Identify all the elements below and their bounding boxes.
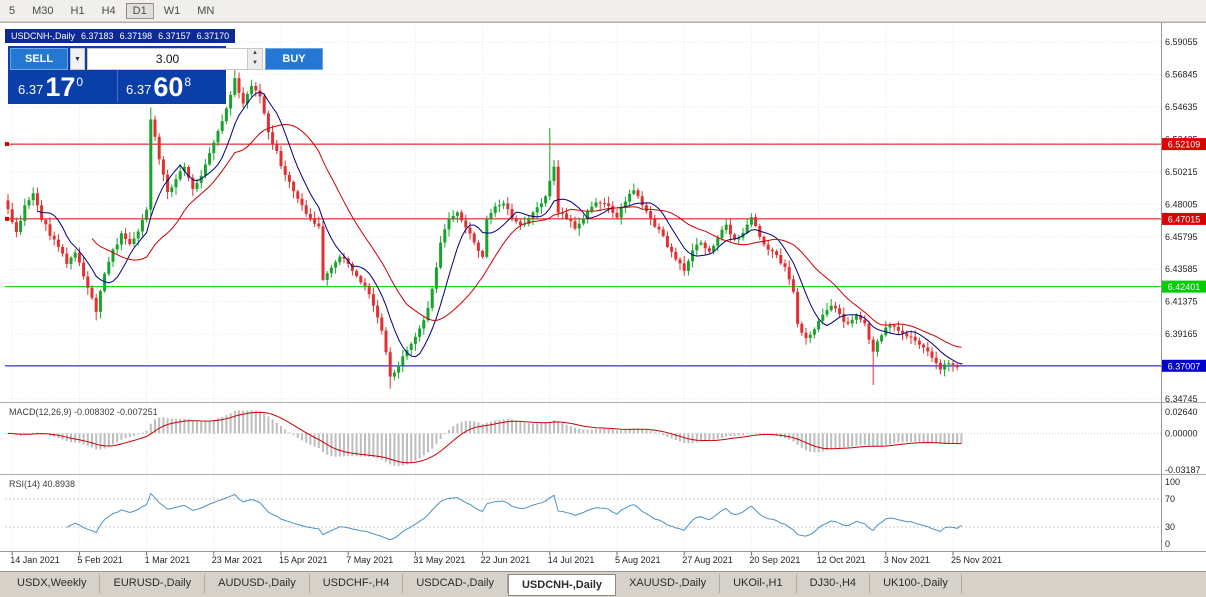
svg-text:6.54635: 6.54635 [1165, 102, 1198, 112]
chart-tab-uk100-daily[interactable]: UK100-,Daily [870, 574, 962, 593]
svg-text:14 Jan 2021: 14 Jan 2021 [10, 555, 60, 565]
svg-text:25 Nov 2021: 25 Nov 2021 [951, 555, 1002, 565]
svg-text:0.00000: 0.00000 [1165, 428, 1198, 438]
svg-text:70: 70 [1165, 494, 1175, 504]
ohlc-low: 6.37157 [158, 31, 191, 41]
svg-text:5 Feb 2021: 5 Feb 2021 [77, 555, 123, 565]
svg-text:6.48005: 6.48005 [1165, 199, 1198, 209]
chevron-down-icon: ▼ [74, 55, 81, 63]
sell-price[interactable]: 6.37 17 0 [10, 70, 117, 102]
svg-text:6.42401: 6.42401 [1168, 282, 1201, 292]
svg-text:15 Apr 2021: 15 Apr 2021 [279, 555, 328, 565]
chart-tab-dj30-h4[interactable]: DJ30-,H4 [797, 574, 871, 593]
svg-text:6.45795: 6.45795 [1165, 232, 1198, 242]
svg-text:14 Jul 2021: 14 Jul 2021 [548, 555, 595, 565]
volume-input[interactable] [88, 49, 247, 69]
date-axis: 14 Jan 2021 5 Feb 2021 1 Mar 2021 23 Mar 20… [10, 552, 1002, 565]
svg-text:0.02640: 0.02640 [1165, 407, 1198, 417]
svg-text:20 Sep 2021: 20 Sep 2021 [749, 555, 800, 565]
svg-text:1 Mar 2021: 1 Mar 2021 [145, 555, 191, 565]
timeframe-toolbar: 5 M30 H1 H4 D1 W1 MN [0, 0, 1206, 22]
chart-background [0, 22, 1206, 571]
svg-text:5 Aug 2021: 5 Aug 2021 [615, 555, 661, 565]
sell-price-pips: 17 [45, 72, 76, 102]
chart-tab-usdchf-h4[interactable]: USDCHF-,H4 [310, 574, 404, 593]
price-chart-canvas[interactable]: 6.590556.568456.546356.524256.502156.480… [0, 22, 1206, 571]
chart-tab-usdcad-daily[interactable]: USDCAD-,Daily [403, 574, 508, 593]
buy-price-pips: 60 [153, 72, 184, 102]
svg-text:3 Nov 2021: 3 Nov 2021 [884, 555, 930, 565]
svg-text:6.39165: 6.39165 [1165, 329, 1198, 339]
svg-text:6.59055: 6.59055 [1165, 37, 1198, 47]
svg-text:31 May 2021: 31 May 2021 [413, 555, 465, 565]
timeframe-button-m30[interactable]: M30 [25, 3, 60, 19]
timeframe-button-5[interactable]: 5 [2, 3, 22, 19]
svg-text:6.34745: 6.34745 [1165, 394, 1198, 404]
svg-text:27 Aug 2021: 27 Aug 2021 [682, 555, 733, 565]
svg-text:6.37007: 6.37007 [1168, 361, 1201, 371]
sell-price-point: 0 [76, 75, 84, 89]
ohlc-open: 6.37183 [81, 31, 114, 41]
timeframe-button-w1[interactable]: W1 [157, 3, 188, 19]
symbol-label: USDCNH-,Daily [11, 31, 76, 41]
ma-fast-line [37, 91, 962, 365]
svg-text:MACD(12,26,9) -0.008302 -0.007: MACD(12,26,9) -0.008302 -0.007251 [9, 407, 158, 417]
chart-tab-audusd-daily[interactable]: AUDUSD-,Daily [205, 574, 310, 593]
chart-tabs-bar: USDX,Weekly EURUSD-,Daily AUDUSD-,Daily USD… [0, 571, 1206, 597]
svg-text:RSI(14) 40.8938: RSI(14) 40.8938 [9, 479, 75, 489]
svg-text:23 Mar 2021: 23 Mar 2021 [212, 555, 263, 565]
macd-signal-line [7, 411, 962, 464]
svg-text:100: 100 [1165, 477, 1180, 487]
volume-stepper: ▲ ▼ [247, 49, 262, 69]
spin-up-icon[interactable]: ▲ [248, 49, 262, 59]
chart-tab-xauusd-daily[interactable]: XAUUSD-,Daily [616, 574, 721, 593]
price-line-tags: 6.52109 6.47015 6.42401 6.37007 [1162, 138, 1206, 372]
trade-prices-row: 6.37 17 0 6.37 60 8 [10, 70, 224, 102]
macd-panel: MACD(12,26,9) -0.008302 -0.007251 0.02640… [5, 407, 1201, 475]
chart-window: 6.590556.568456.546356.524256.502156.480… [0, 22, 1206, 571]
chart-symbol-ohlc-bar: USDCNH-,Daily 6.37183 6.37198 6.37157 6.… [5, 29, 236, 43]
rsi-panel: RSI(14) 40.8938 100 70 30 0 [5, 477, 1180, 549]
chart-tab-usdcnh-daily[interactable]: USDCNH-,Daily [507, 574, 617, 596]
grid [5, 26, 1161, 551]
chart-tab-ukoil-h1[interactable]: UKOil-,H1 [720, 574, 797, 593]
svg-text:6.43585: 6.43585 [1165, 264, 1198, 274]
svg-text:30: 30 [1165, 522, 1175, 532]
buy-price[interactable]: 6.37 60 8 [117, 70, 224, 102]
sell-button[interactable]: SELL [10, 48, 68, 70]
buy-button[interactable]: BUY [265, 48, 323, 70]
rsi-line [66, 492, 962, 541]
volume-dropdown-button[interactable]: ▼ [70, 48, 85, 70]
sell-price-major: 6.37 [18, 82, 44, 97]
ma-slow-line [91, 123, 962, 348]
timeframe-button-h1[interactable]: H1 [64, 3, 92, 19]
timeframe-button-mn[interactable]: MN [190, 3, 221, 19]
trade-controls-row: SELL ▼ ▲ ▼ BUY [10, 48, 323, 70]
svg-text:6.52109: 6.52109 [1168, 140, 1201, 150]
svg-text:0: 0 [1165, 539, 1170, 549]
buy-price-major: 6.37 [126, 82, 152, 97]
svg-text:-0.03187: -0.03187 [1165, 465, 1201, 475]
svg-text:22 Jun 2021: 22 Jun 2021 [481, 555, 531, 565]
svg-text:7 May 2021: 7 May 2021 [346, 555, 393, 565]
chart-tab-usdx-weekly[interactable]: USDX,Weekly [4, 574, 101, 593]
spin-down-icon[interactable]: ▼ [248, 59, 262, 69]
buy-price-point: 8 [184, 75, 192, 89]
svg-text:6.56845: 6.56845 [1165, 70, 1198, 80]
ohlc-high: 6.37198 [119, 31, 153, 41]
one-click-trading-panel: SELL ▼ ▲ ▼ BUY 6.37 17 0 [8, 46, 323, 104]
ohlc-close: 6.37170 [196, 31, 230, 41]
svg-text:6.50215: 6.50215 [1165, 167, 1198, 177]
svg-text:12 Oct 2021: 12 Oct 2021 [817, 555, 866, 565]
svg-text:6.41375: 6.41375 [1165, 297, 1198, 307]
volume-field: ▲ ▼ [87, 48, 263, 70]
chart-tab-eurusd-daily[interactable]: EURUSD-,Daily [100, 574, 206, 593]
svg-text:6.47015: 6.47015 [1168, 214, 1201, 224]
timeframe-button-h4[interactable]: H4 [95, 3, 123, 19]
timeframe-button-d1[interactable]: D1 [125, 2, 154, 19]
